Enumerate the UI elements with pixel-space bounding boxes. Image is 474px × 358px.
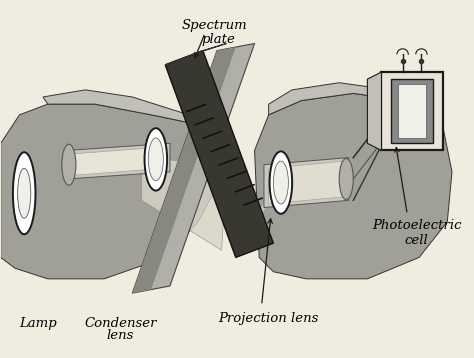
Text: Lamp: Lamp: [19, 317, 57, 330]
Polygon shape: [43, 90, 203, 126]
Text: Photoelectric: Photoelectric: [372, 219, 462, 232]
Polygon shape: [391, 79, 433, 143]
Polygon shape: [66, 143, 170, 179]
Polygon shape: [165, 43, 227, 65]
Polygon shape: [382, 72, 443, 150]
Polygon shape: [0, 104, 222, 279]
Text: plate: plate: [201, 33, 235, 46]
Ellipse shape: [273, 161, 288, 204]
Polygon shape: [269, 83, 405, 115]
Polygon shape: [269, 161, 344, 204]
Polygon shape: [398, 84, 426, 138]
Text: lens: lens: [107, 329, 134, 343]
Polygon shape: [142, 158, 227, 250]
Ellipse shape: [13, 152, 36, 234]
Polygon shape: [255, 93, 452, 279]
Ellipse shape: [270, 151, 292, 214]
Polygon shape: [236, 179, 281, 254]
Text: cell: cell: [405, 234, 428, 247]
Polygon shape: [132, 43, 255, 293]
Ellipse shape: [339, 159, 353, 199]
Polygon shape: [71, 147, 165, 175]
Text: Spectrum: Spectrum: [182, 19, 247, 32]
Ellipse shape: [148, 138, 164, 181]
Polygon shape: [132, 47, 236, 293]
Polygon shape: [367, 72, 382, 150]
Ellipse shape: [62, 144, 76, 185]
Text: Projection lens: Projection lens: [219, 312, 319, 325]
Ellipse shape: [18, 168, 31, 218]
Ellipse shape: [145, 128, 167, 190]
Polygon shape: [264, 158, 348, 208]
Polygon shape: [165, 50, 273, 257]
Text: Condenser: Condenser: [84, 317, 157, 330]
